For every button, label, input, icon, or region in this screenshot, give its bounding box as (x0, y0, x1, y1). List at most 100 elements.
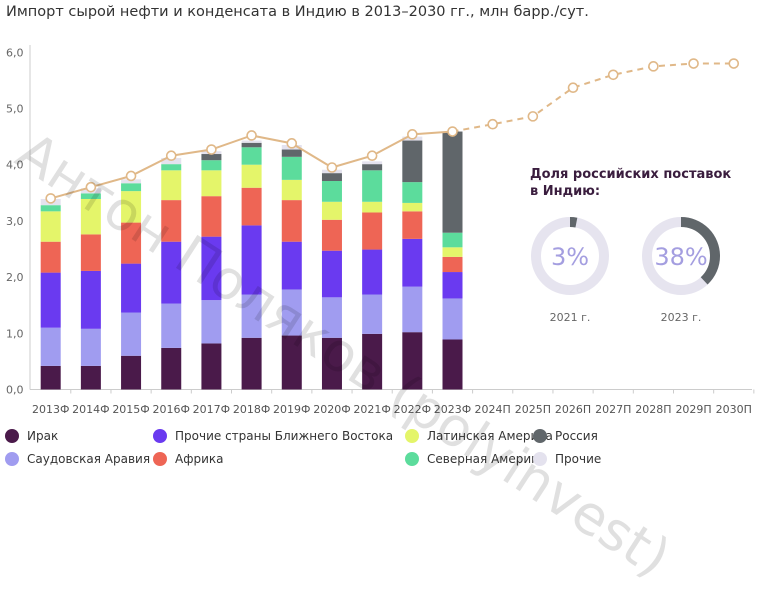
bar-segment (241, 337, 262, 390)
x-tick-label: 2018Ф (233, 403, 270, 416)
x-tick-label: 2014Ф (72, 403, 109, 416)
bar-segment (80, 328, 101, 366)
bar-segment (402, 140, 423, 183)
x-tick-label: 2021Ф (353, 403, 390, 416)
legend-label: Прочие страны Ближнего Востока (175, 429, 394, 443)
bar-segment (161, 347, 182, 390)
bar-segment (362, 212, 383, 250)
x-tick-label: 2024П (475, 403, 511, 416)
bar-segment (321, 337, 342, 390)
bar-segment (281, 200, 302, 242)
donut-label: 3% (551, 243, 589, 271)
bar-segment (121, 191, 142, 223)
bar-segment (281, 335, 302, 390)
total-point (326, 162, 338, 173)
bar-segment (40, 211, 61, 242)
legend-label: Латинская Америка (427, 429, 553, 443)
bar-segment (80, 193, 101, 199)
bar-segment (402, 211, 423, 239)
bar-segment (362, 164, 383, 171)
x-tick-label: 2025П (515, 403, 551, 416)
legend-swatch (405, 452, 419, 466)
bar-segment (321, 297, 342, 338)
bar-segment (201, 154, 222, 161)
legend-item: Прочие страны Ближнего Востока (153, 429, 393, 443)
total-point (206, 144, 217, 155)
legend-swatch (533, 429, 547, 443)
total-point (407, 129, 418, 140)
donut-share (531, 217, 609, 295)
bar-segment (442, 232, 463, 248)
total-point (607, 69, 619, 81)
y-tick-label: 6,0 (6, 46, 24, 59)
total-point (286, 138, 298, 149)
legend-swatch (5, 452, 19, 466)
bar-segment (362, 161, 383, 165)
donut-label: 38% (654, 243, 707, 271)
bar-segment (362, 201, 383, 213)
bar-segment (442, 247, 463, 257)
total-point (688, 58, 699, 69)
legend-item: Саудовская Аравия (5, 452, 150, 466)
x-tick-label: 2030П (716, 403, 752, 416)
bar-segment (281, 289, 302, 336)
bar-segment (442, 131, 463, 233)
bar-segment (121, 312, 142, 356)
legend-swatch (405, 429, 419, 443)
bar-segment (321, 201, 342, 220)
total-point (648, 61, 659, 72)
share-title-line1: Доля российских поставок (530, 167, 732, 182)
share-title-line2: в Индию: (530, 184, 601, 199)
total-point (165, 150, 177, 162)
x-tick-label: 2026П (555, 403, 591, 416)
legend-swatch (533, 452, 547, 466)
legend-swatch (153, 429, 167, 443)
legend-swatch (153, 452, 167, 466)
chart-title: Импорт сырой нефти и конденсата в Индию … (6, 4, 589, 20)
bar-segment (161, 200, 182, 242)
y-tick-label: 2,0 (6, 271, 24, 284)
bar-segment (321, 250, 342, 298)
bar-segment (241, 294, 262, 338)
bar-segment (362, 249, 383, 295)
x-tick-label: 2015Ф (112, 403, 149, 416)
total-point (487, 118, 498, 130)
legend-item: Северная Америка (405, 452, 546, 466)
donut-year: 2021 г. (550, 311, 591, 324)
bar-segment (80, 270, 101, 329)
y-tick-label: 4,0 (6, 159, 24, 172)
bar-segment (362, 170, 383, 202)
bar-segment (161, 303, 182, 348)
legend-label: Ирак (27, 429, 59, 443)
legend-label: Северная Америка (427, 452, 546, 466)
bar-segment (161, 170, 182, 201)
bar-segment (40, 365, 61, 390)
bar-segment (121, 355, 142, 390)
bar-segment (80, 234, 101, 271)
bar-segment (80, 198, 101, 235)
bar-segment (241, 142, 262, 148)
total-point (728, 58, 740, 69)
legend-item: Прочие (533, 452, 601, 466)
bar-segment (161, 164, 182, 171)
x-tick-label: 2017Ф (193, 403, 230, 416)
y-tick-label: 1,0 (6, 327, 24, 340)
legend-label: Прочие (555, 452, 602, 466)
bar-segment (201, 343, 222, 390)
x-tick-label: 2028П (635, 403, 671, 416)
bar-segment (402, 332, 423, 390)
legend-item: Ирак (5, 429, 58, 443)
x-tick-label: 2023Ф (434, 403, 471, 416)
share-title: Доля российских поставок в Индию: (530, 166, 731, 200)
bar-segment (402, 202, 423, 212)
bar-segment (121, 183, 142, 192)
chart: 0,0 1,0 2,0 3,0 4,0 5,0 6,0 2013Ф 2014Ф 2015Ф 2016… (6, 45, 755, 416)
bar-segment (281, 241, 302, 290)
bar-segment (161, 241, 182, 304)
bar-segment (40, 272, 61, 328)
bar-segment (442, 256, 463, 273)
legend-label: Африка (175, 452, 224, 466)
x-tick-label: 2019Ф (273, 403, 310, 416)
bar-segment (442, 272, 463, 299)
bar-segment (442, 298, 463, 340)
